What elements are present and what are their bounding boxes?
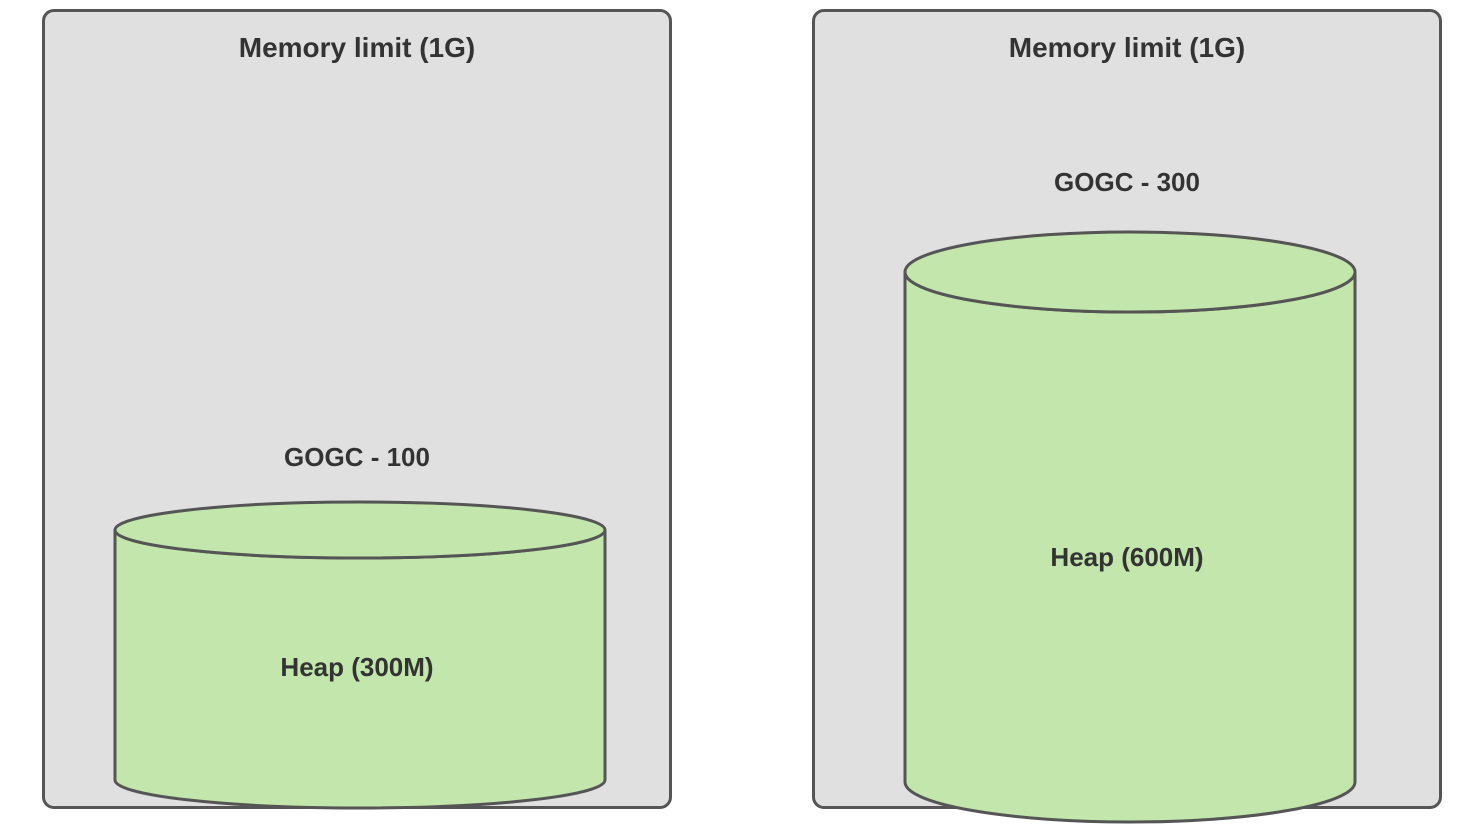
heap-cylinder-right — [902, 229, 1358, 825]
memory-limit-title-right: Memory limit (1G) — [815, 32, 1439, 64]
gogc-label-left: GOGC - 100 — [45, 442, 669, 473]
memory-limit-title-left: Memory limit (1G) — [45, 32, 669, 64]
memory-limit-box-left: Memory limit (1G) GOGC - 100 Heap (300M) — [42, 9, 672, 809]
heap-label-left: Heap (300M) — [45, 652, 669, 683]
gogc-label-right: GOGC - 300 — [815, 167, 1439, 198]
memory-limit-box-right: Memory limit (1G) GOGC - 300 Heap (600M) — [812, 9, 1442, 809]
heap-label-right: Heap (600M) — [815, 542, 1439, 573]
